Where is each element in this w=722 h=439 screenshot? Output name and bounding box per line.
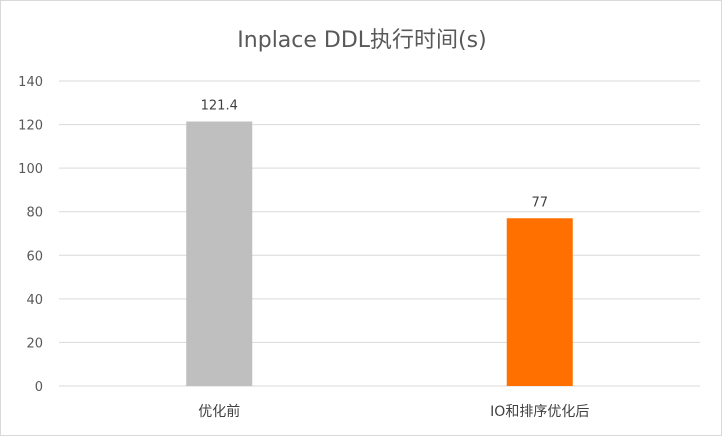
y-tick-label: 100 [18, 162, 43, 177]
bar [506, 218, 573, 386]
y-tick-label: 0 [35, 380, 43, 395]
category-label: IO和排序优化后 [490, 404, 589, 420]
chart-title: Inplace DDL执行时间(s) [237, 28, 486, 53]
y-tick-label: 140 [18, 75, 43, 90]
bars [186, 121, 573, 387]
data-label: 121.4 [201, 99, 238, 114]
y-tick-label: 20 [26, 336, 43, 351]
category-label: 优化前 [198, 403, 240, 420]
y-tick-label: 40 [26, 293, 43, 308]
bar [186, 121, 253, 387]
category-labels: 优化前 IO和排序优化后 [198, 403, 589, 420]
data-label: 77 [531, 195, 548, 210]
y-tick-label: 60 [26, 249, 43, 264]
y-axis-ticks: 0 20 40 60 80 100 120 140 [18, 75, 43, 395]
gridlines [59, 80, 700, 387]
y-tick-label: 80 [26, 206, 43, 221]
data-labels: 121.4 77 [201, 99, 548, 211]
y-tick-label: 120 [18, 119, 43, 134]
